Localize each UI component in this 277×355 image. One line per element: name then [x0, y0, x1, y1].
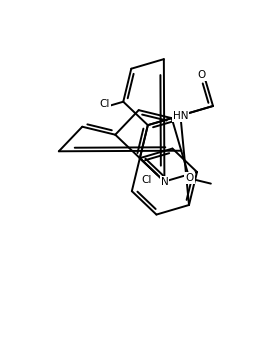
Text: Cl: Cl: [99, 99, 110, 109]
Text: O: O: [185, 173, 194, 184]
Text: HN: HN: [173, 110, 188, 121]
Text: O: O: [198, 70, 206, 80]
Text: N: N: [161, 176, 168, 187]
Text: Cl: Cl: [142, 175, 152, 185]
